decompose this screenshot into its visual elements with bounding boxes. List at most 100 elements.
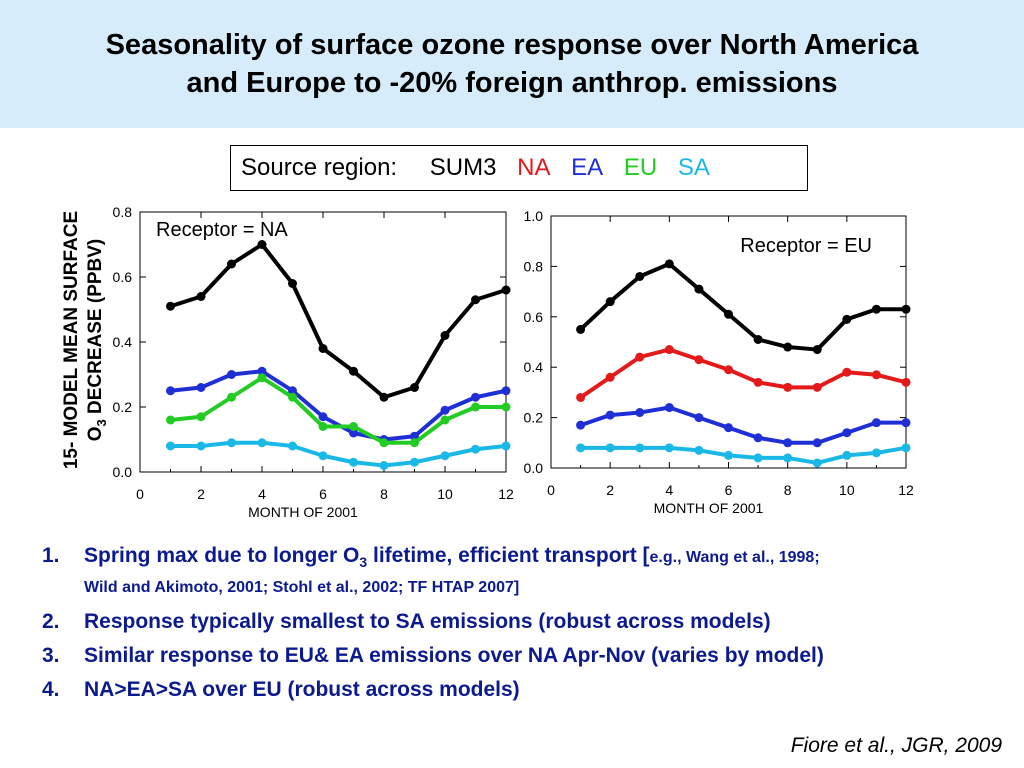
chart-2-series-1-point (605, 297, 615, 307)
chart-1-series-1-point (471, 295, 480, 305)
chart-2-series-1-point (871, 304, 881, 314)
chart-2-series-3-point (635, 408, 645, 418)
chart-2-series-4-line (580, 445, 907, 465)
chart-1-series-2-point (501, 386, 511, 396)
chart-1-y-tick-label: 0.0 (113, 464, 133, 480)
chart-2-series-2-point (871, 370, 881, 380)
chart-2-series-2-point (842, 367, 852, 377)
chart-1-series-4-point (349, 457, 358, 467)
chart-1-series-3-point (410, 438, 419, 448)
chart-2-series-3-point (783, 438, 793, 448)
chart-1-series-2-point (196, 383, 206, 392)
chart-2-receptor-annotation: Receptor = EU (740, 235, 872, 257)
chart-2-series-2-point (812, 382, 822, 392)
chart-1-series-2-point (166, 386, 175, 396)
chart-2-series-3-point (694, 413, 704, 423)
chart-2-series-4-point (576, 443, 586, 453)
title-band (0, 0, 1024, 128)
chart-1-series-4-line (170, 440, 507, 468)
finding-1-refs: e.g., Wang et al., 1998; (649, 549, 820, 566)
chart-1-series-4-point (257, 438, 267, 448)
chart-2-x-tick-label: 4 (665, 482, 673, 498)
chart-1-series-1-point (379, 392, 389, 402)
chart-1-series-1-point (166, 301, 175, 311)
chart-1-y-tick-label: 0.2 (113, 399, 133, 415)
chart-2-series-4-point (605, 443, 615, 453)
legend-item-sum3: SUM3 (429, 154, 497, 181)
chart-2-x-axis-title: MONTH OF 2001 (654, 500, 764, 516)
chart-2-series-1-point (901, 304, 911, 314)
chart-2-series-4-point (901, 443, 911, 453)
chart-1-series-3-point (501, 402, 511, 412)
finding-2: 2. Response typically smallest to SA emi… (42, 610, 1002, 634)
chart-1-series-3-point (318, 422, 328, 431)
title-line-1: Seasonality of surface ozone response ov… (105, 29, 919, 61)
chart-1-series-3-line (170, 375, 506, 445)
source-region-legend: Source region: SUM3 NA EA EU SA (230, 145, 808, 191)
chart-2-series-1-point (812, 345, 822, 355)
chart-1-series-3-point (349, 422, 358, 431)
chart-1-x-tick-label: 8 (380, 486, 388, 502)
legend-item-sa: SA (677, 154, 710, 181)
slide-title: Seasonality of surface ozone response ov… (0, 26, 1024, 102)
chart-2-x-tick-label: 8 (784, 482, 792, 498)
finding-4: 4. NA>EA>SA over EU (robust across model… (42, 678, 1002, 702)
chart-1-series-4-point (166, 441, 175, 451)
title-line-2: and Europe to -20% foreign anthrop. emis… (186, 67, 838, 99)
chart-2-series-2-point (724, 365, 733, 375)
chart-1-series-3-point (227, 392, 236, 402)
chart-1-x-tick-label: 4 (258, 486, 266, 502)
legend-item-na: NA (517, 154, 551, 181)
finding-2-number: 2. (42, 610, 60, 634)
chart-2-series-2-point (783, 382, 793, 392)
chart-1-series-4-point (410, 457, 419, 467)
chart-1-series-3-point (196, 412, 206, 422)
chart-2-y-tick-label: 0.0 (524, 460, 544, 476)
chart-2-series-2-line (579, 347, 907, 400)
finding-1-sub: 3 (359, 554, 368, 571)
chart-2-series-1-point (664, 259, 674, 269)
citation: Fiore et al., JGR, 2009 (790, 734, 1002, 757)
chart-2-series-3-point (753, 433, 763, 443)
chart-1-series-3-point (379, 438, 389, 448)
chart-2-y-tick-label: 0.4 (524, 359, 544, 375)
chart-1-series-4-point (196, 441, 206, 451)
chart-1-series-2-point (349, 428, 358, 438)
chart-1-series-2-point (440, 405, 450, 415)
finding-1-number: 1. (42, 544, 60, 567)
chart-2-series-1-point (842, 314, 852, 324)
chart-1-series-2-point (257, 366, 267, 376)
chart-2-y-tick-label: 0.2 (524, 410, 544, 426)
finding-3-text: Similar response to EU& EA emissions ove… (84, 644, 824, 668)
chart-2-series-4-point (664, 443, 674, 453)
chart-2-series-3-line (579, 405, 906, 445)
chart-2-series-4-point (871, 448, 881, 458)
chart-2-series-1-point (576, 324, 586, 334)
chart-1-series-2-point (227, 370, 236, 379)
chart-2-series-3-point (812, 438, 822, 448)
chart-1-y-tick-label: 0.6 (113, 269, 133, 285)
chart-2-series-1-point (783, 342, 793, 352)
legend-item-eu: EU (623, 154, 658, 181)
chart-1-plot-frame (139, 211, 507, 473)
chart-1-series-1-point (196, 292, 206, 301)
chart-1-series-1-point (288, 279, 297, 288)
chart-1-series-1-point (318, 344, 328, 353)
chart-2-series-3-point (901, 418, 911, 428)
chart-2-series-4-point (694, 445, 704, 455)
chart-1-series-4-point (227, 438, 236, 448)
chart-1-x-tick-label: 10 (437, 486, 453, 502)
chart-2-series-2-point (901, 377, 911, 387)
finding-1-text-a: Spring max due to longer O (84, 544, 360, 567)
chart-2-x-tick-label: 12 (898, 482, 914, 498)
chart-1-receptor-annotation: Receptor = NA (156, 219, 288, 241)
finding-1-refs-line-2: Wild and Akimoto, 2001; Stohl et al., 20… (84, 579, 520, 597)
chart-1-series-1-line (169, 242, 507, 400)
chart-2-x-tick-label: 0 (547, 482, 555, 498)
chart-1-y-tick-label: 0.4 (113, 334, 133, 350)
chart-1-series-1-point (257, 240, 267, 249)
chart-2-x-tick-label: 6 (725, 482, 733, 498)
chart-1-x-tick-label: 2 (197, 486, 205, 502)
chart-2-x-tick-label: 10 (839, 482, 855, 498)
chart-2-series-3-point (664, 403, 674, 413)
